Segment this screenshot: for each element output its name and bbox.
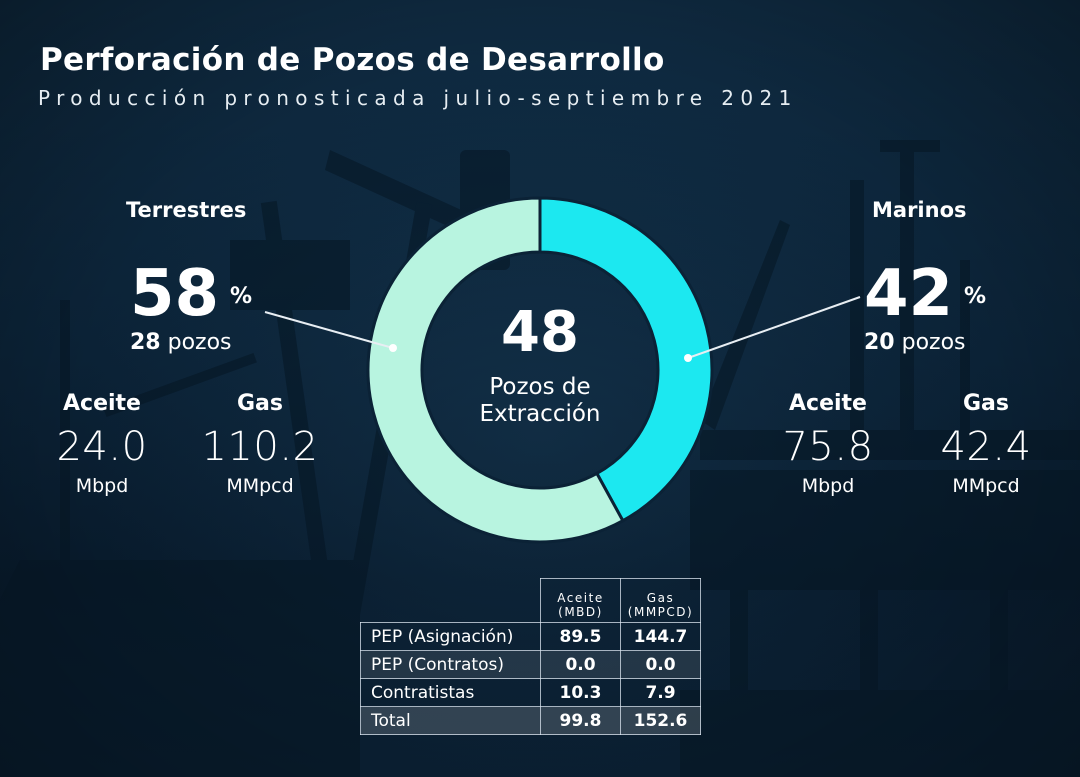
center-total: 48 <box>501 300 579 365</box>
marinos-wells-unit: pozos <box>901 330 966 355</box>
marinos-percent-sign: % <box>964 284 987 309</box>
connector-dot-marinos <box>684 354 692 362</box>
table-header-aceite-line1: Aceite <box>557 591 604 605</box>
marinos-gas-unit: MMpcd <box>952 475 1020 497</box>
terrestres-gas-label: Gas <box>237 391 283 416</box>
table-cell-name: Total <box>360 706 541 735</box>
terrestres-gas-value: 110.2 <box>201 424 319 470</box>
terrestres-gas-unit: MMpcd <box>226 475 294 497</box>
marinos-title: Marinos <box>872 198 967 222</box>
terrestres-wells: 28 pozos <box>130 330 232 355</box>
center-label-line2: Extracción <box>479 401 601 427</box>
terrestres-aceite-unit: Mbpd <box>75 475 129 497</box>
marinos-wells: 20 pozos <box>864 330 966 355</box>
terrestres-aceite-value: 24.0 <box>56 424 148 470</box>
table-cell-name: Contratistas <box>360 678 541 707</box>
marinos-percent: 42 <box>864 257 954 331</box>
production-table: Aceite (MBD) Gas (MMPCD) PEP (Asignación… <box>360 578 701 735</box>
table-cell-name: PEP (Asignación) <box>360 622 541 651</box>
terrestres-wells-count: 28 <box>130 330 161 355</box>
table-header-empty <box>361 579 541 623</box>
table-header-gas: Gas (MMPCD) <box>620 578 701 623</box>
terrestres-aceite-label: Aceite <box>63 391 141 416</box>
table-header-row: Aceite (MBD) Gas (MMPCD) <box>361 578 701 623</box>
marinos-aceite-unit: Mbpd <box>801 475 855 497</box>
marinos-wells-count: 20 <box>864 330 895 355</box>
table-header-gas-line1: Gas <box>646 591 675 605</box>
table-cell-name: PEP (Contratos) <box>360 650 541 679</box>
terrestres-percent: 58 <box>130 257 220 331</box>
terrestres-percent-sign: % <box>230 284 253 309</box>
donut-chart <box>366 196 714 544</box>
terrestres-wells-unit: pozos <box>167 330 232 355</box>
table-header-aceite: Aceite (MBD) <box>540 578 621 623</box>
table-cell-aceite: 0.0 <box>540 650 621 679</box>
terrestres-title: Terrestres <box>126 198 247 222</box>
table-row: PEP (Asignación) 89.5 144.7 <box>360 622 701 651</box>
donut-slice-terrestres <box>366 196 625 544</box>
table-header-gas-line2: (MMPCD) <box>627 605 694 619</box>
marinos-gas-value: 42.4 <box>940 424 1032 470</box>
connector-line-marinos <box>687 296 861 359</box>
page-title: Perforación de Pozos de Desarrollo <box>40 42 665 78</box>
table-cell-aceite: 99.8 <box>540 706 621 735</box>
marinos-aceite-label: Aceite <box>789 391 867 416</box>
table-row: PEP (Contratos) 0.0 0.0 <box>360 650 701 679</box>
center-label-line1: Pozos de <box>489 374 591 400</box>
table-cell-gas: 152.6 <box>620 706 701 735</box>
table-row-total: Total 99.8 152.6 <box>360 706 701 735</box>
table-cell-gas: 144.7 <box>620 622 701 651</box>
connector-dot-terrestres <box>389 344 397 352</box>
table-header-aceite-line2: (MBD) <box>558 605 603 619</box>
page-subtitle: Producción pronosticada julio-septiembre… <box>38 86 798 110</box>
table-cell-aceite: 89.5 <box>540 622 621 651</box>
table-cell-gas: 7.9 <box>620 678 701 707</box>
marinos-gas-label: Gas <box>963 391 1009 416</box>
connector-line-terrestres <box>264 311 394 349</box>
center-label: Pozos de Extracción <box>440 374 640 428</box>
table-row: Contratistas 10.3 7.9 <box>360 678 701 707</box>
marinos-aceite-value: 75.8 <box>782 424 874 470</box>
table-cell-gas: 0.0 <box>620 650 701 679</box>
donut-slice-marinos <box>538 196 714 523</box>
table-cell-aceite: 10.3 <box>540 678 621 707</box>
